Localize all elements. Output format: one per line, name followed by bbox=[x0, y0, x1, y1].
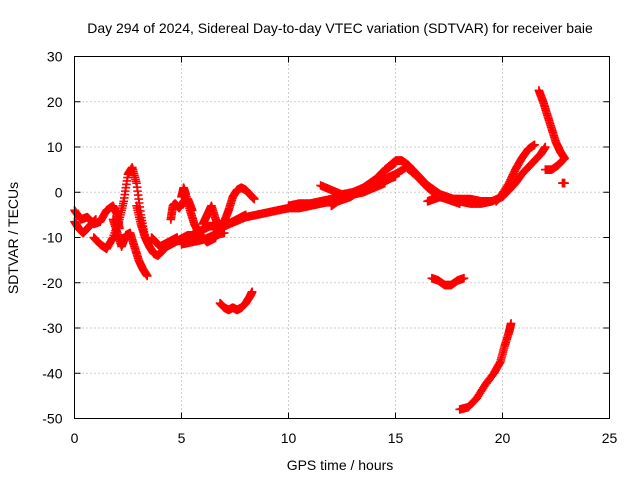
data-point bbox=[560, 178, 569, 188]
data-point bbox=[560, 154, 569, 163]
data-point bbox=[459, 273, 469, 283]
data-point bbox=[559, 154, 569, 164]
x-tick-label: 10 bbox=[281, 430, 297, 446]
data-point bbox=[530, 140, 539, 150]
y-tick-label: 20 bbox=[47, 94, 63, 110]
series-arc-w bbox=[541, 154, 569, 174]
series-arc-z bbox=[177, 228, 229, 249]
y-tick-label: -10 bbox=[42, 230, 62, 246]
x-tick-label: 25 bbox=[602, 430, 618, 446]
data-point bbox=[91, 215, 101, 224]
series-arc-q bbox=[423, 192, 464, 208]
chart-title: Day 294 of 2024, Sidereal Day-to-day VTE… bbox=[87, 20, 593, 36]
data-point bbox=[172, 233, 182, 242]
x-tick-label: 0 bbox=[71, 430, 79, 446]
data-point bbox=[142, 271, 152, 281]
data-point bbox=[541, 142, 550, 152]
x-tick-label: 20 bbox=[495, 430, 511, 446]
series-arc-u bbox=[491, 142, 550, 206]
series-arc-j bbox=[220, 183, 259, 226]
y-tick-label: -40 bbox=[42, 365, 62, 381]
data-point bbox=[380, 178, 390, 188]
data-point bbox=[455, 199, 464, 208]
series-arc-y bbox=[215, 287, 257, 315]
data-point bbox=[220, 228, 229, 238]
data-point bbox=[506, 319, 516, 328]
data-points bbox=[70, 86, 569, 414]
y-tick-label: -20 bbox=[42, 275, 62, 291]
data-point bbox=[249, 194, 259, 204]
series-arc-f bbox=[147, 233, 182, 251]
y-tick-label: 0 bbox=[55, 184, 63, 200]
y-tick-label: -30 bbox=[42, 320, 62, 336]
y-tick-label: -50 bbox=[42, 411, 62, 427]
series-arc-d bbox=[108, 215, 152, 281]
x-tick-label: 5 bbox=[178, 430, 186, 446]
series-arc-r bbox=[427, 273, 469, 290]
x-axis-label: GPS time / hours bbox=[287, 457, 394, 473]
data-point bbox=[247, 287, 257, 297]
series-arc-s bbox=[455, 319, 516, 414]
tick-labels: 0 5 10 15 20 25 30 20 10 0 -10 -20 -30 -40 -50 bbox=[42, 49, 617, 447]
axis-ticks bbox=[74, 56, 610, 419]
series-arc-x bbox=[558, 178, 569, 188]
y-tick-label: 30 bbox=[47, 49, 63, 65]
y-axis-label: SDTVAR / TECUs bbox=[5, 182, 21, 294]
y-tick-label: 10 bbox=[47, 139, 63, 155]
x-tick-label: 15 bbox=[388, 430, 404, 446]
data-point bbox=[495, 359, 504, 368]
